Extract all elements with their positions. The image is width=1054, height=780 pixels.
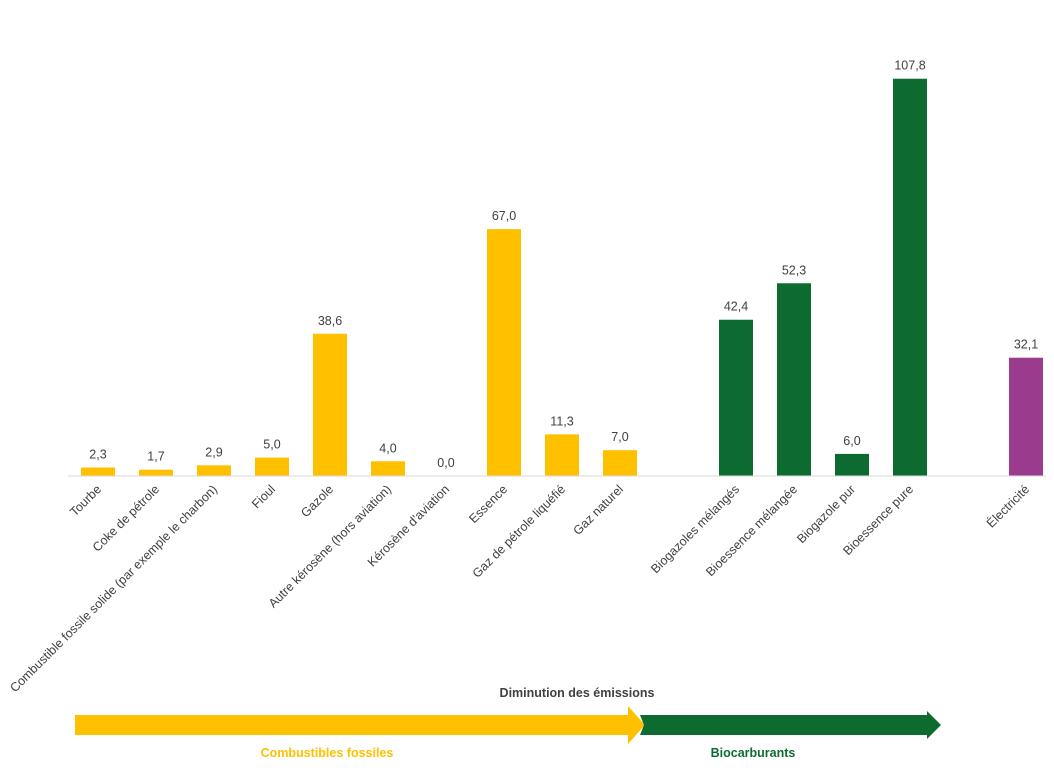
value-label-4: 38,6 (318, 314, 342, 328)
bar-7 (487, 229, 521, 476)
bars-group (81, 78, 1043, 477)
category-label-9: Gaz naturel (571, 482, 627, 538)
emissions-reduction-label: Diminution des émissions (500, 686, 655, 700)
category-label-4: Gazole (298, 482, 336, 520)
bar-5 (371, 461, 405, 476)
category-label-5: Autre kérosène (hors aviation) (266, 482, 394, 610)
fossil-fuels-label: Combustibles fossiles (261, 746, 394, 760)
bar-2 (197, 465, 231, 476)
bar-11 (777, 283, 811, 476)
bar-12 (835, 453, 869, 476)
fossil-fuels-arrow (75, 706, 645, 744)
bar-9 (603, 450, 637, 476)
bar-4 (313, 333, 347, 476)
value-label-11: 52,3 (782, 263, 806, 277)
category-label-14: Électricité (983, 481, 1032, 530)
value-label-14: 32,1 (1014, 338, 1038, 352)
value-label-3: 5,0 (263, 438, 280, 452)
value-label-9: 7,0 (611, 430, 628, 444)
value-label-10: 42,4 (724, 300, 748, 314)
bar-13 (893, 78, 927, 477)
value-labels-group: 2,3 1,7 2,9 5,0 38,6 4,0 0,0 67,0 11,3 7,0 42,4 52,… (89, 59, 1038, 470)
value-label-6: 0,0 (437, 456, 454, 470)
bar-3 (255, 457, 289, 476)
bar-8 (545, 434, 579, 476)
bar-0 (81, 467, 115, 476)
value-label-8: 11,3 (550, 414, 573, 428)
value-label-2: 2,9 (205, 445, 222, 459)
value-label-5: 4,0 (379, 441, 396, 455)
value-label-13: 107,8 (894, 59, 925, 73)
value-label-7: 67,0 (492, 209, 516, 223)
bar-14 (1009, 357, 1043, 476)
category-label-0: Tourbe (67, 482, 104, 519)
value-label-12: 6,0 (843, 434, 860, 448)
value-label-1: 1,7 (147, 450, 164, 464)
category-label-7: Essence (466, 482, 510, 526)
value-label-0: 2,3 (89, 448, 106, 462)
bar-1 (139, 469, 173, 476)
category-label-12: Biogazole pur (794, 482, 858, 546)
bar-10 (719, 319, 753, 476)
biofuels-label: Biocarburants (711, 746, 796, 760)
biofuels-arrow (640, 711, 941, 739)
category-label-2: Combustible fossile solide (par exemple … (7, 482, 220, 695)
category-label-3: Fioul (249, 482, 278, 511)
